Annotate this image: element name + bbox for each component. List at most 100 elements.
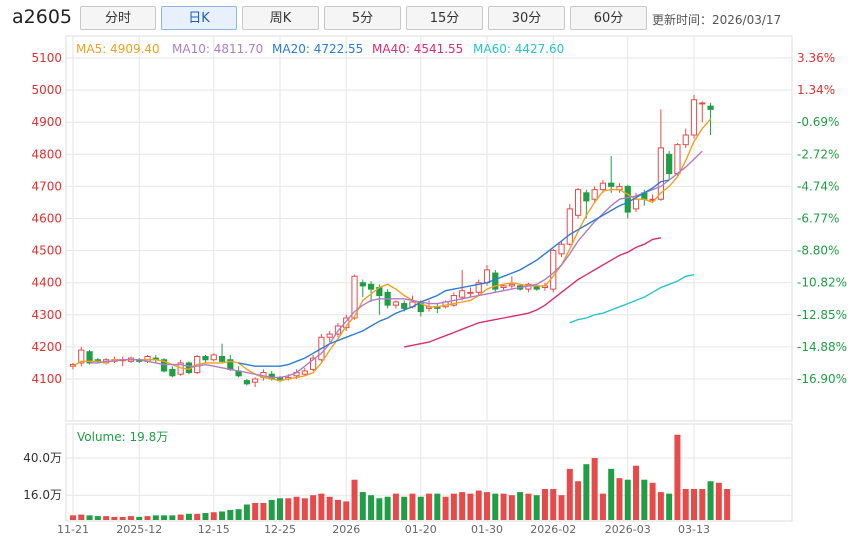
x-tick-label: 2026-03 bbox=[605, 523, 651, 536]
volume-bar-down bbox=[417, 496, 424, 520]
pct-tick-label: -0.69% bbox=[797, 115, 839, 129]
volume-bar-down bbox=[707, 481, 714, 520]
candle-up bbox=[558, 243, 565, 255]
candle-up bbox=[500, 285, 507, 289]
price-tick-label: 4700 bbox=[31, 179, 62, 193]
volume-bar-down bbox=[666, 493, 673, 520]
price-tick-label: 5000 bbox=[31, 83, 62, 97]
symbol-title: a2605 bbox=[12, 6, 72, 28]
candle-up bbox=[78, 349, 85, 364]
candle-down bbox=[367, 283, 375, 290]
volume-bar-up bbox=[566, 468, 573, 520]
volume-bar-up bbox=[616, 478, 623, 520]
price-tick-label: 4600 bbox=[31, 212, 62, 226]
period-button-60min[interactable]: 60分 bbox=[570, 6, 647, 30]
candle-up bbox=[632, 198, 640, 210]
candle-up bbox=[301, 370, 308, 375]
candle-down bbox=[86, 351, 93, 364]
volume-bar-down bbox=[376, 498, 383, 520]
candle-down bbox=[666, 153, 673, 175]
volume-bar-down bbox=[492, 493, 499, 520]
period-button-30min[interactable]: 30分 bbox=[488, 6, 565, 30]
pct-tick-label: -4.74% bbox=[797, 179, 839, 193]
volume-bar-up bbox=[210, 512, 217, 520]
volume-bar-up bbox=[285, 498, 292, 520]
pct-tick-label: -6.77% bbox=[797, 212, 839, 226]
volume-bar-up bbox=[260, 502, 267, 520]
volume-tick-label: 40.0万 bbox=[23, 451, 62, 465]
period-button-5min[interactable]: 5分 bbox=[324, 6, 401, 30]
legend-ma20: MA20: 4722.55 bbox=[272, 42, 363, 56]
volume-bar-down bbox=[368, 495, 375, 520]
volume-bar-down bbox=[583, 464, 590, 520]
legend-ma40: MA40: 4541.55 bbox=[372, 42, 463, 56]
volume-bar-up bbox=[467, 493, 474, 520]
volume-bar-up bbox=[177, 514, 184, 520]
volume-bar-up bbox=[558, 495, 565, 520]
volume-bar-up bbox=[715, 482, 722, 520]
volume-bar-up bbox=[127, 516, 134, 520]
volume-bar-up bbox=[525, 493, 532, 520]
candle-up bbox=[210, 354, 217, 361]
volume-bar-up bbox=[334, 499, 341, 520]
x-tick-label: 12-25 bbox=[264, 523, 296, 536]
ma-line-ma60 bbox=[569, 274, 695, 324]
candle-up bbox=[682, 134, 689, 146]
volume-bar-up bbox=[649, 482, 656, 520]
period-button-weekly[interactable]: 周K bbox=[242, 6, 319, 30]
update-time: 更新时间：2026/03/17 bbox=[652, 13, 782, 27]
volume-bar-up bbox=[70, 515, 76, 520]
pct-tick-label: -2.72% bbox=[797, 147, 839, 161]
candle-up bbox=[483, 269, 491, 284]
volume-bar-down bbox=[268, 499, 275, 520]
volume-bar-up bbox=[682, 489, 689, 520]
x-tick-label: 2026 bbox=[332, 523, 360, 536]
volume-bar-up bbox=[144, 516, 151, 520]
volume-bar-up bbox=[575, 481, 582, 520]
volume-bar-down bbox=[235, 509, 242, 520]
volume-bar-up bbox=[475, 490, 482, 520]
volume-bar-up bbox=[426, 493, 433, 520]
volume-bar-up bbox=[550, 489, 557, 520]
x-tick-label: 2026-02 bbox=[530, 523, 576, 536]
candle-down bbox=[218, 356, 226, 362]
volume-bar-up bbox=[724, 489, 731, 520]
volume-bar-up bbox=[541, 489, 548, 520]
volume-bar-up bbox=[508, 495, 515, 520]
pct-tick-label: -12.85% bbox=[797, 308, 847, 322]
x-tick-label: 12-15 bbox=[198, 523, 230, 536]
x-tick-label: 01-30 bbox=[471, 523, 503, 536]
candle-up bbox=[459, 290, 466, 298]
price-tick-label: 5100 bbox=[31, 51, 62, 65]
candle-down bbox=[624, 185, 631, 213]
period-button-15min[interactable]: 15分 bbox=[406, 6, 483, 30]
volume-bar-up bbox=[293, 496, 300, 520]
ma-legend: MA5: 4909.40 MA10: 4811.70 MA20: 4722.55… bbox=[76, 42, 564, 56]
candle-up bbox=[591, 189, 598, 200]
candle-down bbox=[243, 380, 250, 385]
price-tick-label: 4300 bbox=[31, 308, 62, 322]
candle-down bbox=[608, 182, 615, 187]
x-tick-label: 03-13 bbox=[678, 523, 710, 536]
ma-lines bbox=[72, 118, 712, 382]
candle-up bbox=[252, 378, 259, 383]
x-axis: 11-21 2025-12 12-15 12-25 2026 01-20 01-30 2026… bbox=[57, 523, 710, 536]
candle-up bbox=[657, 147, 664, 200]
candle-down bbox=[707, 105, 714, 110]
volume-bar-down bbox=[152, 515, 159, 520]
price-tick-label: 4100 bbox=[31, 372, 62, 386]
volume-bar-up bbox=[450, 493, 457, 520]
legend-ma5: MA5: 4909.40 bbox=[76, 42, 160, 56]
legend-ma60: MA60: 4427.60 bbox=[473, 42, 564, 56]
period-button-daily[interactable]: 日K bbox=[161, 6, 237, 30]
pct-axis: -16.90% -14.88% -12.85% -10.82% -8.80% -6.77%… bbox=[797, 51, 847, 386]
volume-bar-down bbox=[136, 516, 143, 520]
pct-tick-label: -8.80% bbox=[797, 244, 839, 258]
volume-bar-up bbox=[392, 493, 399, 520]
candle-up bbox=[690, 99, 698, 136]
period-button-timeshare[interactable]: 分时 bbox=[80, 6, 156, 30]
volume-bar-down bbox=[161, 515, 168, 520]
candle-down bbox=[202, 356, 209, 361]
volume-bar-down bbox=[227, 509, 234, 520]
